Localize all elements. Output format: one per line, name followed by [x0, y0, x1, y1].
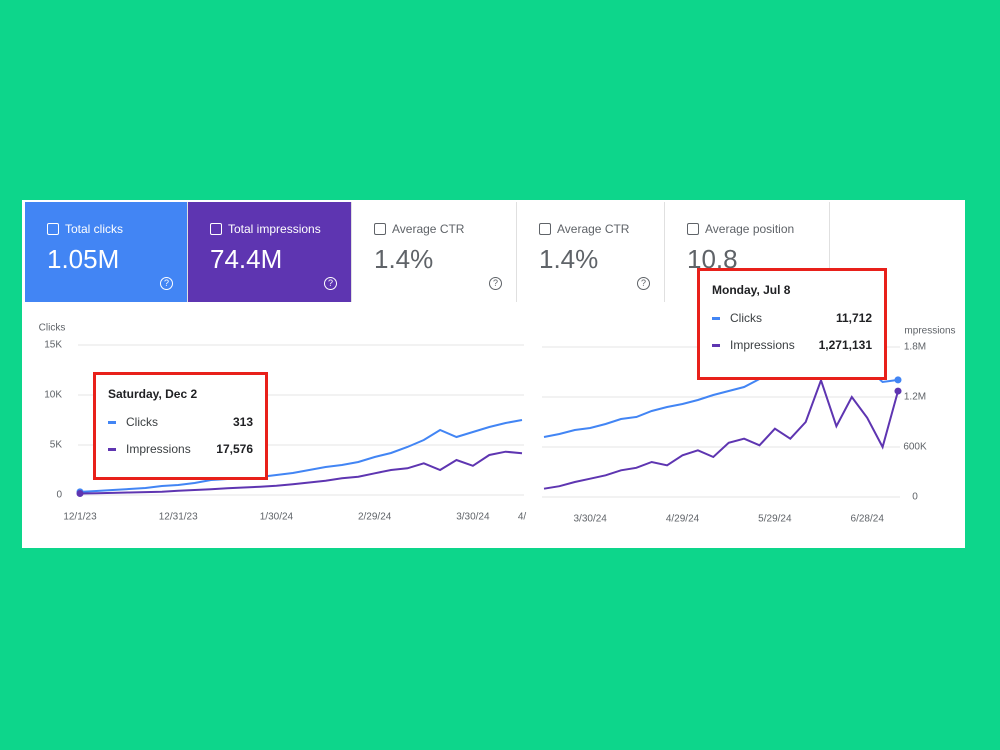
- x-tick-label: 3/30/24: [456, 512, 490, 523]
- y-tick-label: 1.2M: [904, 392, 926, 403]
- y-axis-label: mpressions: [904, 326, 955, 337]
- y-axis-label: Clicks: [39, 323, 66, 334]
- y-tick-label: 600K: [903, 442, 927, 453]
- series-line: [79, 419, 523, 493]
- tooltip-value: 11,712: [835, 311, 872, 325]
- card-label: Total impressions: [228, 222, 321, 236]
- tooltip-date: Monday, Jul 8: [712, 283, 791, 297]
- card-label: Total clicks: [65, 222, 124, 236]
- x-tick-label: 12/31/23: [159, 512, 198, 523]
- hover-dot: [894, 387, 902, 395]
- metric-card[interactable]: Average CTR 1.4%?: [517, 202, 665, 302]
- tooltip-value: 1,271,131: [818, 338, 872, 352]
- y-tick-label: 5K: [50, 440, 63, 451]
- x-tick-label: 6/28/24: [851, 514, 885, 525]
- card-label: Average CTR: [557, 222, 630, 236]
- tooltip-name: Clicks: [126, 415, 158, 429]
- x-tick-label: 12/1/23: [63, 512, 97, 523]
- card-label: Average CTR: [392, 222, 465, 236]
- help-icon[interactable]: ?: [637, 277, 650, 290]
- hover-dot: [894, 376, 902, 384]
- series-line: [543, 377, 899, 490]
- tooltip-value: 17,576: [216, 442, 253, 456]
- y-tick-label: 10K: [44, 390, 62, 401]
- hover-dot: [76, 490, 84, 498]
- card-value: 1.05M: [47, 244, 120, 274]
- y-tick-label: 1.8M: [904, 342, 926, 353]
- tooltip: Monday, Jul 8 Clicks 11,712 Impressions 1,…: [697, 268, 887, 380]
- metric-card[interactable]: Average CTR 1.4%?: [352, 202, 517, 302]
- tooltip: Saturday, Dec 2 Clicks 313 Impressions 17,…: [93, 372, 268, 480]
- tooltip-name: Impressions: [730, 338, 795, 352]
- metric-card[interactable]: Total clicks 1.05M?: [25, 202, 188, 302]
- help-icon[interactable]: ?: [489, 277, 502, 290]
- tooltip-date: Saturday, Dec 2: [108, 387, 198, 401]
- x-tick-label: 2/29/24: [358, 512, 392, 523]
- tooltip-name: Clicks: [730, 311, 762, 325]
- metric-card[interactable]: Average position 10.8: [665, 202, 830, 302]
- y-tick-label: 15K: [44, 340, 62, 351]
- series-line: [79, 450, 523, 495]
- x-tick-label: 3/30/24: [573, 514, 607, 525]
- x-tick-label: 4/29/24: [666, 514, 700, 525]
- card-label: Average position: [705, 222, 795, 236]
- y-tick-label: 0: [56, 490, 62, 501]
- x-tick-label: 5/29/24: [758, 514, 792, 525]
- metric-card[interactable]: Total impressions 74.4M?: [188, 202, 352, 302]
- tooltip-name: Impressions: [126, 442, 191, 456]
- card-value: 1.4%: [374, 244, 434, 274]
- x-tick-label: 1/30/24: [260, 512, 294, 523]
- y-tick-label: 0: [912, 492, 918, 503]
- tooltip-value: 313: [232, 415, 253, 429]
- card-value: 1.4%: [539, 244, 599, 274]
- help-icon[interactable]: ?: [324, 277, 337, 290]
- x-tick-label: 4/: [518, 512, 527, 523]
- help-icon[interactable]: ?: [160, 277, 173, 290]
- card-value: 74.4M: [210, 244, 283, 274]
